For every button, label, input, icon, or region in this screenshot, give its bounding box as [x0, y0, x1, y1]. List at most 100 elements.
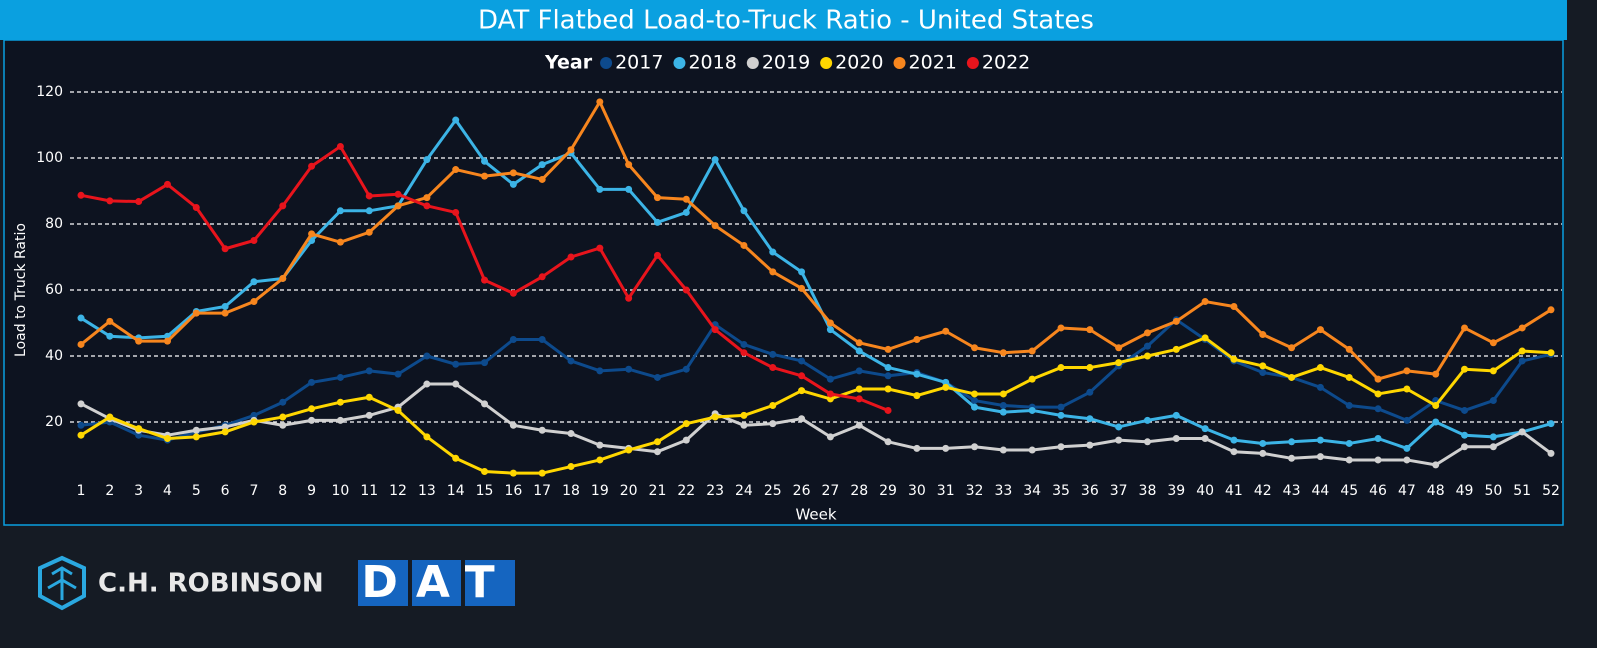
- x-tick-label: 23: [706, 483, 724, 499]
- x-tick-label: 41: [1225, 483, 1243, 499]
- data-point: [1057, 364, 1065, 372]
- data-point: [279, 202, 287, 210]
- data-point: [1316, 364, 1324, 372]
- data-point: [1057, 324, 1065, 332]
- data-point: [596, 441, 604, 449]
- data-point: [1547, 449, 1555, 457]
- x-tick-label: 22: [677, 483, 695, 499]
- data-point: [1403, 456, 1411, 464]
- data-point: [884, 372, 892, 380]
- data-point: [1259, 331, 1267, 339]
- data-point: [913, 392, 921, 400]
- x-tick-label: 7: [249, 483, 258, 499]
- data-point: [1086, 388, 1094, 396]
- data-point: [1432, 418, 1440, 426]
- data-point: [250, 278, 258, 286]
- data-point: [77, 431, 85, 439]
- data-point: [77, 191, 85, 199]
- x-tick-label: 44: [1311, 483, 1329, 499]
- x-tick-label: 17: [533, 483, 551, 499]
- data-point: [481, 172, 489, 180]
- x-tick-label: 50: [1484, 483, 1502, 499]
- data-point: [971, 344, 979, 352]
- data-point: [1028, 375, 1036, 383]
- brand-logo: C.H. ROBINSON: [38, 555, 324, 611]
- x-tick-label: 20: [620, 483, 638, 499]
- data-point: [77, 400, 85, 408]
- data-point: [279, 274, 287, 282]
- data-point: [1374, 375, 1382, 383]
- data-point: [1086, 326, 1094, 334]
- partner-name: DAT: [361, 557, 512, 608]
- data-point: [452, 166, 460, 174]
- title-bar: [0, 0, 1567, 40]
- data-point: [1201, 435, 1209, 442]
- legend-swatch: [820, 57, 833, 69]
- partner-logo: DAT: [358, 557, 515, 608]
- data-point: [740, 349, 748, 357]
- data-point: [682, 208, 690, 216]
- data-point: [1461, 324, 1469, 332]
- data-point: [798, 387, 806, 395]
- data-point: [1057, 411, 1065, 419]
- data-point: [1143, 416, 1151, 424]
- data-point: [1028, 446, 1036, 454]
- data-point: [798, 284, 806, 292]
- data-point: [1115, 344, 1123, 352]
- data-point: [1432, 370, 1440, 378]
- data-point: [567, 357, 575, 365]
- data-point: [538, 426, 546, 434]
- data-point: [1086, 415, 1094, 423]
- data-point: [740, 411, 748, 419]
- series-line: [80, 336, 1552, 475]
- data-point: [336, 238, 344, 246]
- data-point: [1461, 431, 1469, 439]
- x-tick-label: 8: [278, 483, 287, 499]
- legend-label: 2018: [688, 52, 736, 74]
- data-point: [855, 339, 863, 347]
- data-point: [394, 190, 402, 198]
- data-point: [884, 438, 892, 446]
- data-point: [1432, 461, 1440, 469]
- x-tick-label: 51: [1513, 483, 1531, 499]
- y-axis-label: Load to Truck Ratio: [13, 223, 29, 357]
- data-point: [365, 192, 373, 200]
- data-point: [653, 438, 661, 446]
- series-line: [80, 382, 1552, 467]
- data-point: [913, 444, 921, 452]
- data-point: [423, 156, 431, 164]
- x-tick-label: 4: [163, 483, 172, 499]
- data-point: [1547, 420, 1555, 428]
- data-point: [1547, 306, 1555, 314]
- data-point: [308, 378, 316, 386]
- data-point: [826, 433, 834, 441]
- data-point: [481, 276, 489, 284]
- data-point: [1230, 303, 1238, 310]
- data-point: [1143, 352, 1151, 360]
- data-point: [192, 204, 200, 211]
- data-point: [452, 454, 460, 462]
- y-tick-label: 20: [45, 414, 63, 430]
- data-point: [221, 303, 229, 310]
- data-point: [826, 395, 834, 403]
- data-point: [625, 294, 633, 302]
- data-point: [365, 367, 373, 375]
- x-tick-label: 11: [360, 483, 378, 499]
- data-point: [135, 337, 143, 345]
- data-point: [884, 385, 892, 393]
- data-point: [769, 420, 777, 428]
- data-point: [1403, 385, 1411, 393]
- data-point: [769, 364, 777, 372]
- data-point: [942, 378, 950, 386]
- data-point: [971, 443, 979, 451]
- data-point: [106, 332, 114, 340]
- data-point: [855, 395, 863, 403]
- legend-label: 2019: [762, 52, 810, 74]
- y-tick-label: 100: [36, 150, 63, 166]
- data-point: [769, 350, 777, 358]
- data-point: [394, 202, 402, 210]
- x-tick-label: 27: [821, 483, 839, 499]
- data-point: [481, 157, 489, 165]
- data-point: [625, 446, 633, 454]
- data-point: [711, 156, 719, 164]
